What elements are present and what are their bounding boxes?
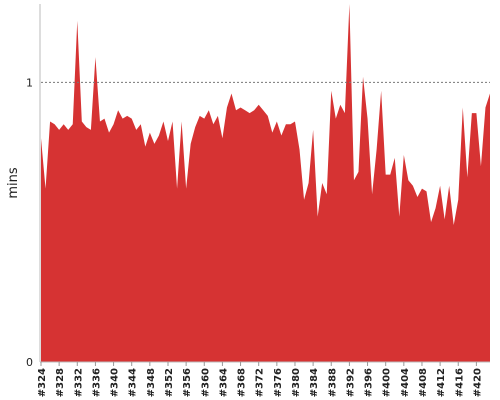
y-tick-label: 1 (26, 76, 33, 89)
x-tick-label: #376 (273, 368, 284, 397)
x-tick-label: #392 (345, 368, 356, 397)
x-tick-label: #360 (200, 368, 211, 397)
x-tick-label: #344 (128, 368, 139, 397)
y-axis-label: mins (6, 167, 21, 199)
x-tick-label: #412 (436, 368, 447, 397)
x-tick-label: #364 (218, 368, 229, 397)
x-tick-label: #368 (237, 368, 248, 397)
x-tick-label: #384 (309, 368, 320, 397)
x-tick-label: #380 (291, 368, 302, 397)
x-tick-label: #396 (364, 368, 375, 397)
x-tick-label: #356 (182, 368, 193, 397)
x-tick-label: #388 (327, 368, 338, 397)
x-tick-label: #348 (146, 368, 157, 397)
x-tick-label: #340 (110, 368, 121, 397)
x-tick-label: #328 (55, 368, 66, 397)
x-tick-label: #332 (73, 368, 84, 397)
x-tick-label: #416 (454, 368, 465, 397)
x-tick-label: #408 (418, 368, 429, 397)
y-tick-label: 0 (26, 356, 33, 369)
x-tick-label: #372 (255, 368, 266, 397)
x-tick-label: #324 (37, 368, 48, 397)
x-tick-label: #400 (382, 368, 393, 397)
x-tick-label: #352 (164, 368, 175, 397)
x-tick-label: #336 (91, 368, 102, 397)
x-tick-label: #404 (400, 368, 411, 397)
area (41, 4, 490, 362)
x-tick-label: #420 (472, 368, 483, 397)
